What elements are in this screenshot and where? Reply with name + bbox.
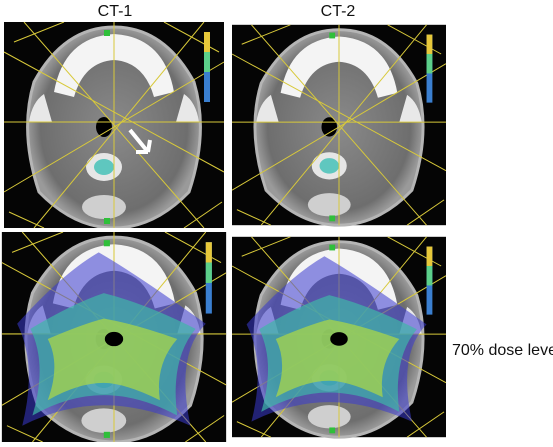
column-label: CT-2 [321,3,356,20]
annotation: 70% dose level [452,342,553,359]
ct-image [232,23,446,227]
ct-image [2,22,226,228]
arrow [128,128,152,154]
column-label: CT-1 [98,3,133,20]
